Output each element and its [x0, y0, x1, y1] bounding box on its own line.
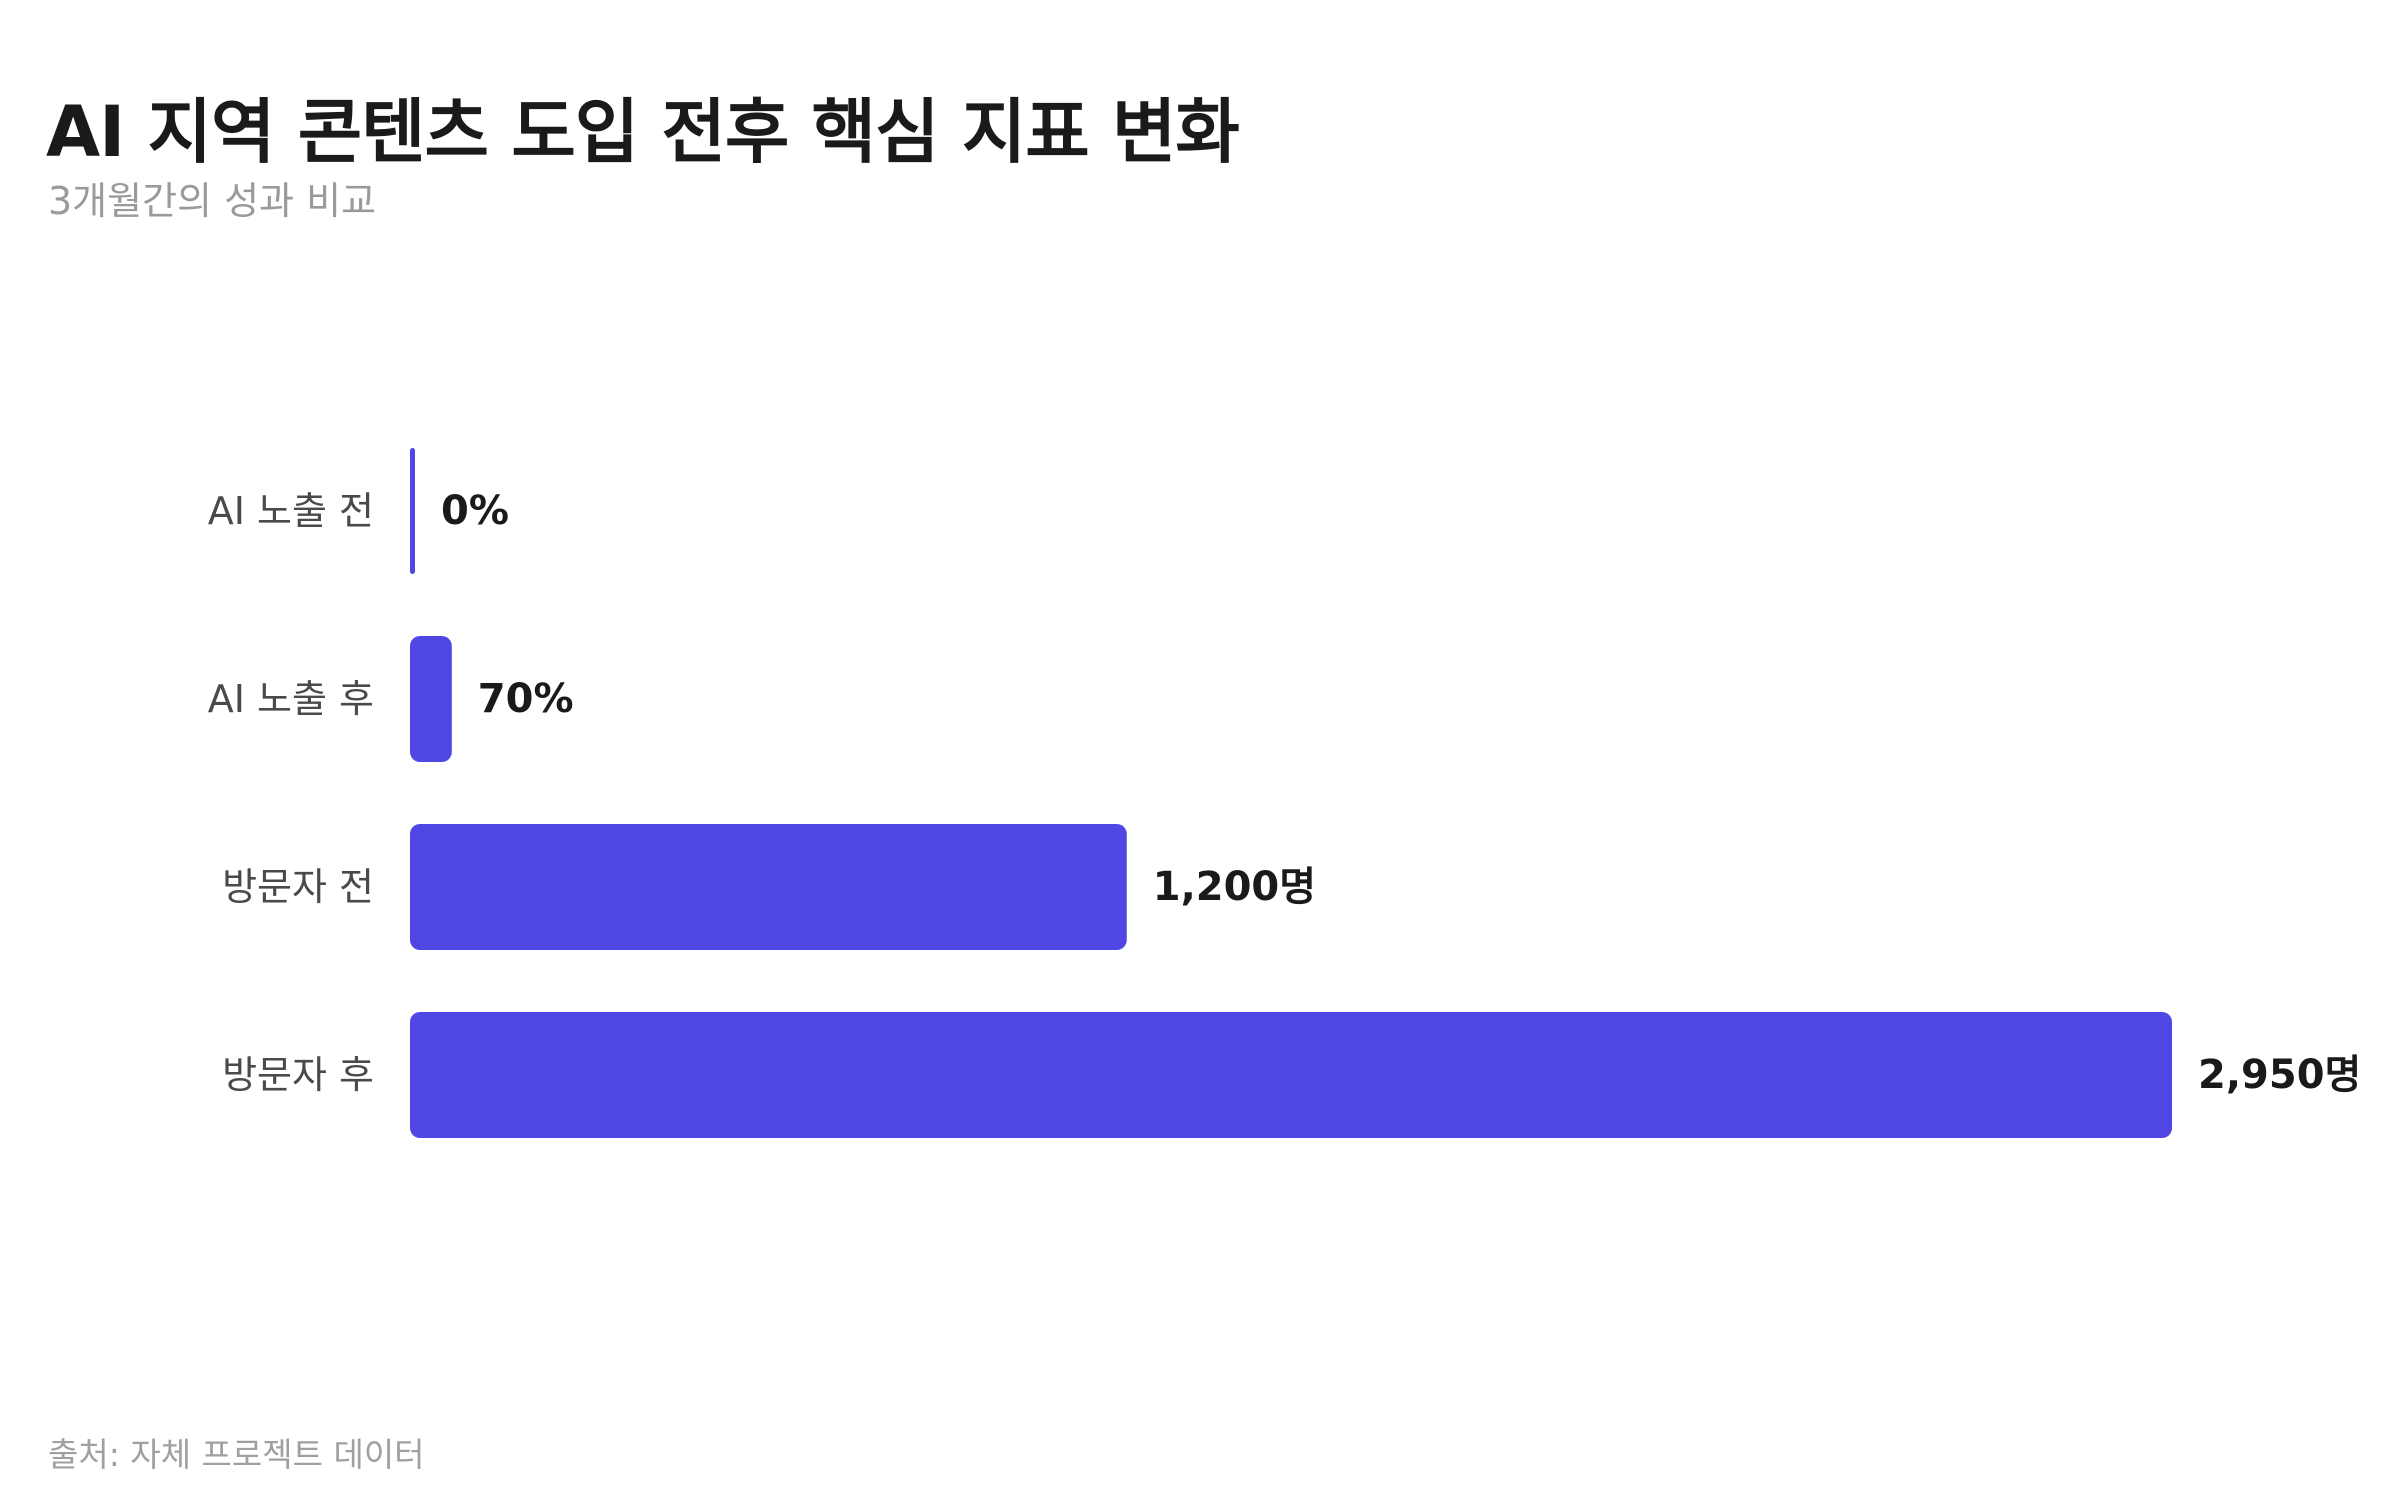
value-label-2: 1,200명 — [1153, 864, 1316, 910]
value-label-0: 0% — [441, 488, 509, 534]
chart-title: AI 지역 콘텐츠 도입 전후 핵심 지표 변화 — [46, 91, 1240, 173]
bar-0 — [410, 448, 415, 574]
bar-1 — [410, 636, 452, 762]
source-note: 출처: 자체 프로젝트 데이터 — [48, 1435, 425, 1474]
category-label-1: AI 노출 후 — [208, 677, 374, 721]
value-label-3: 2,950명 — [2198, 1052, 2361, 1098]
bar-2 — [410, 824, 1127, 950]
value-label-1: 70% — [478, 676, 574, 722]
bar-3 — [410, 1012, 2172, 1138]
category-label-0: AI 노출 전 — [208, 489, 374, 533]
category-label-3: 방문자 후 — [222, 1053, 374, 1097]
chart-subtitle: 3개월간의 성과 비교 — [48, 179, 377, 223]
category-label-2: 방문자 전 — [222, 865, 374, 909]
